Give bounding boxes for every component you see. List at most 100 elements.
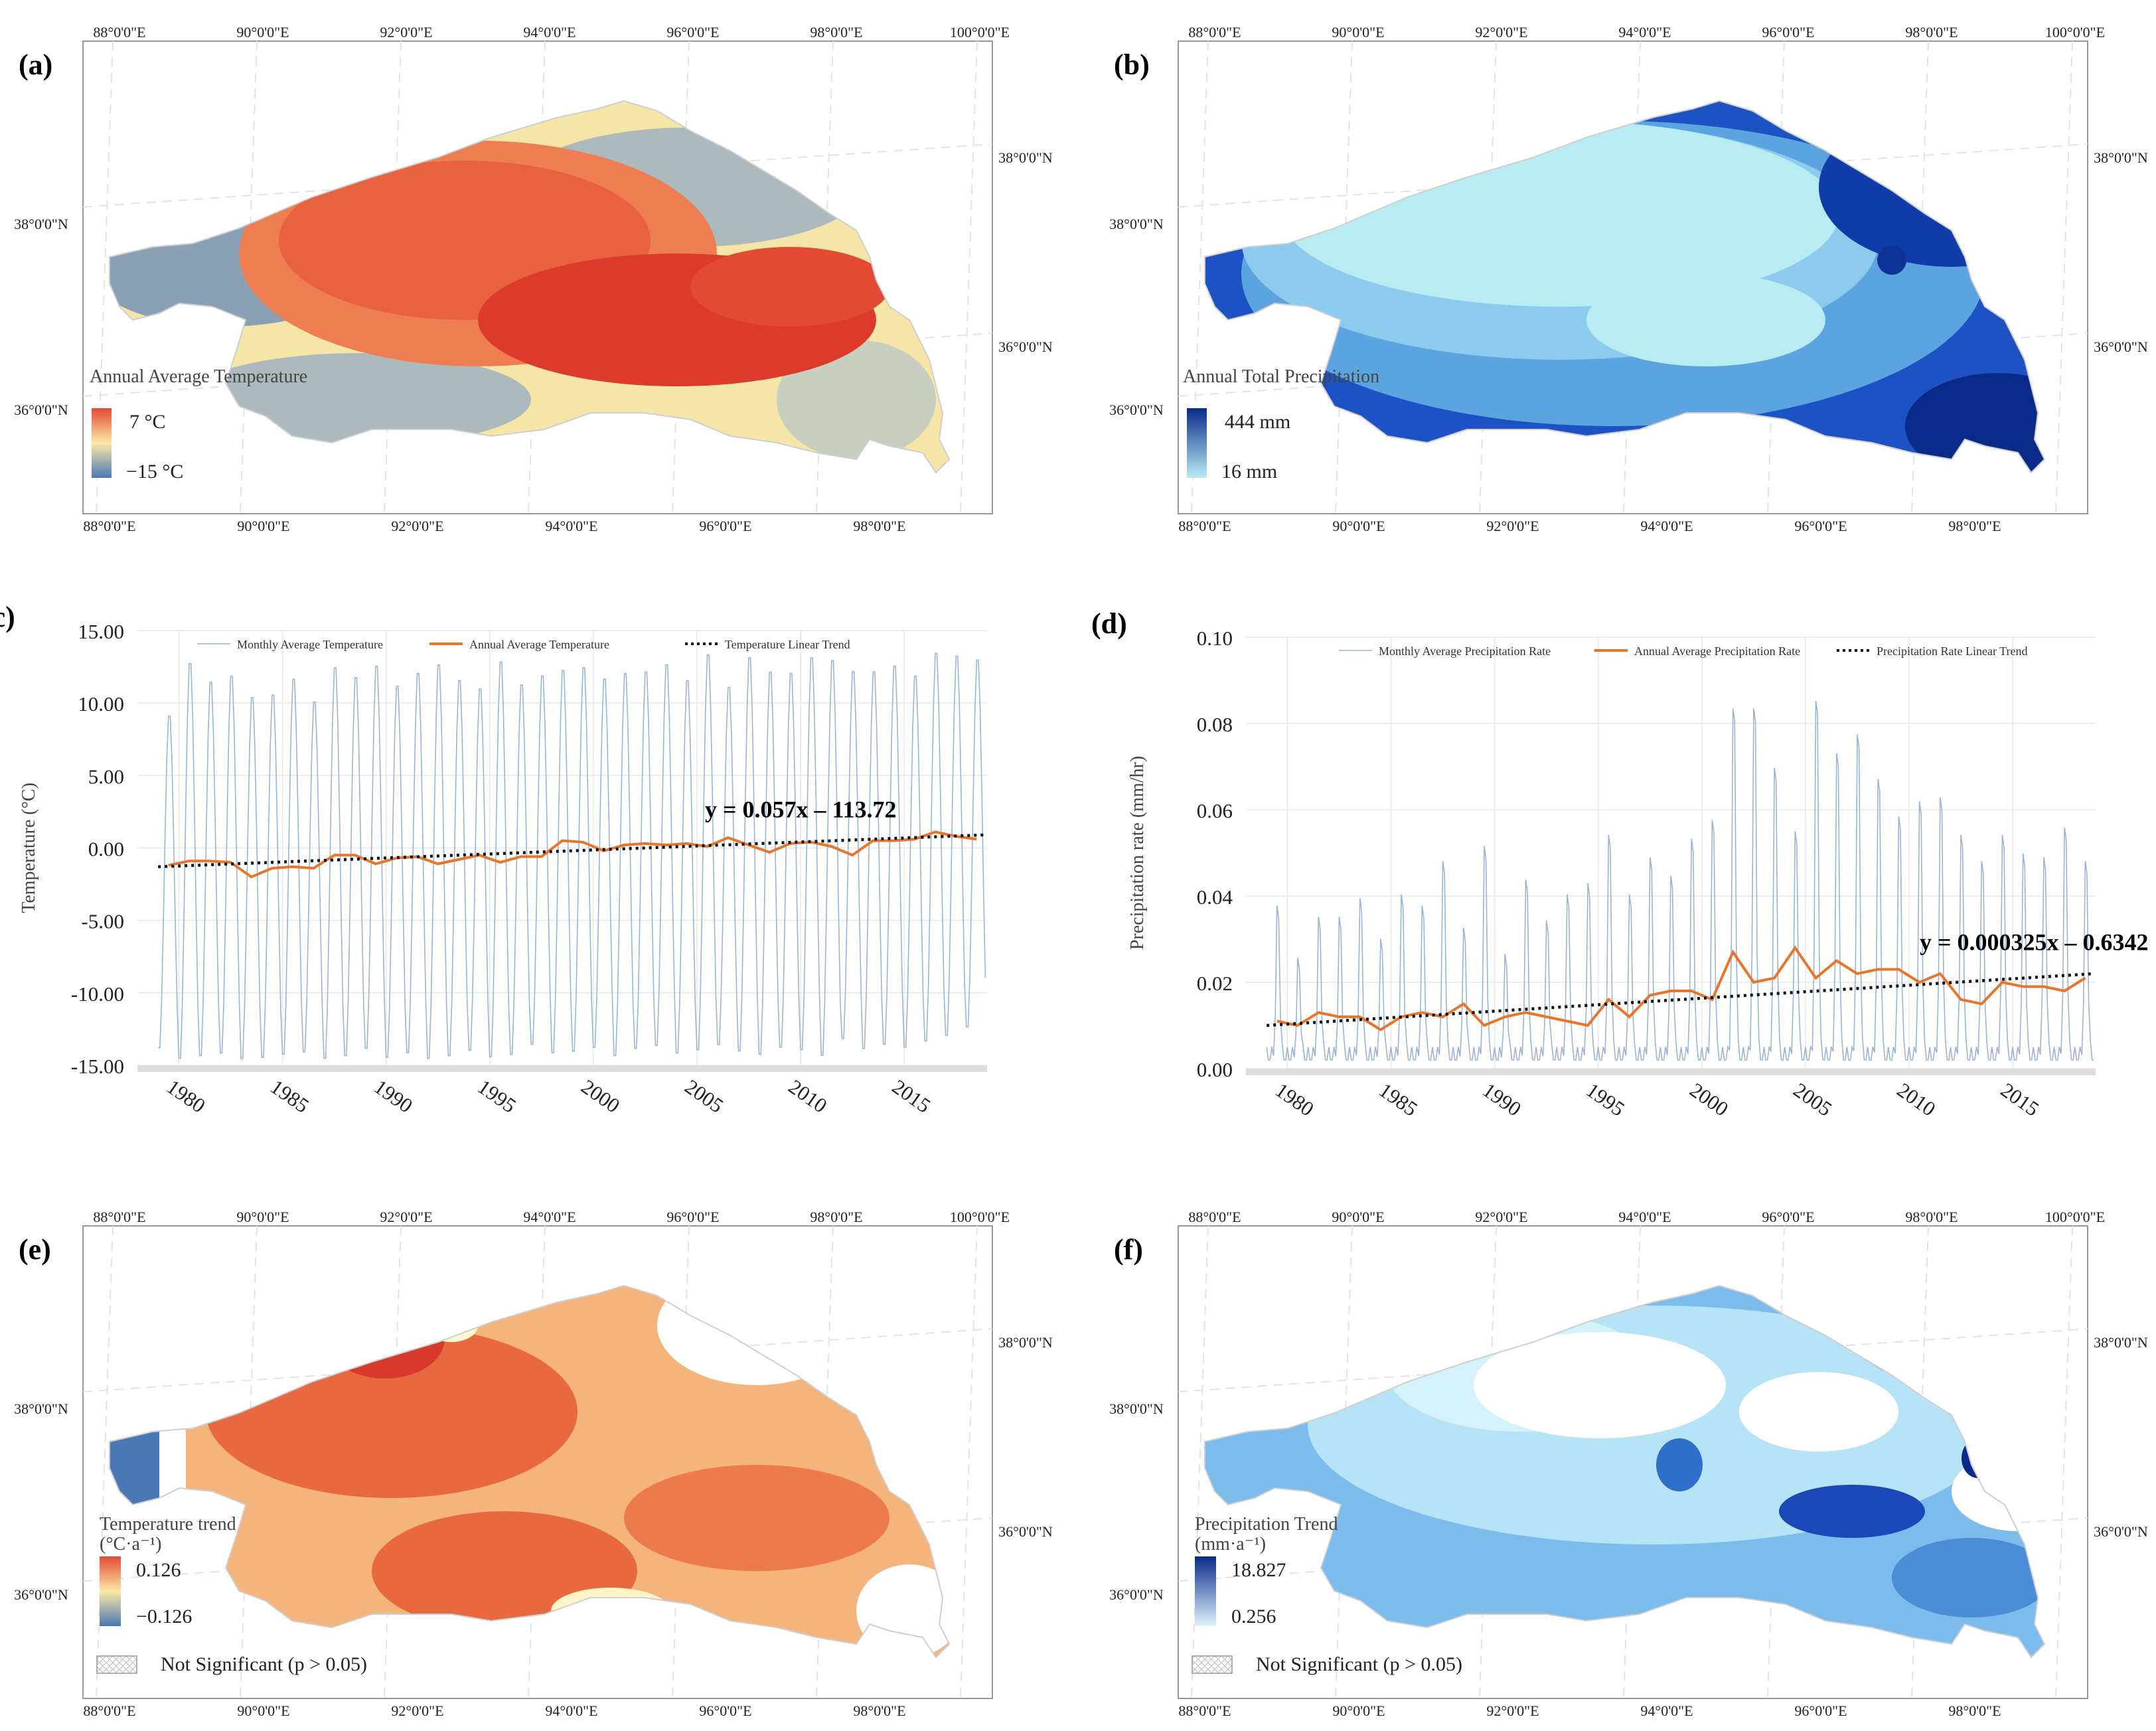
legend-min: −15 °C (126, 461, 183, 483)
trend-zone (624, 1465, 889, 1571)
map-legend: Annual Total Precipitation 444 mm 16 mm (1183, 366, 1379, 483)
top-lon-label: 90°0'0"E (236, 24, 289, 40)
ns-area (1739, 1372, 1898, 1452)
ns-area (1474, 1332, 1726, 1438)
x-axis-band (137, 1065, 987, 1072)
top-lon-label: 100°0'0"E (2045, 1209, 2105, 1225)
x-tick-label: 2005 (681, 1075, 728, 1117)
map-panel-b: 88°0'0"E 90°0'0"E 92°0'0"E 94°0'0"E 96°0'0"E… (1109, 24, 2148, 534)
legend-label: Monthly Average Precipitation Rate (1379, 644, 1551, 658)
x-tick-label: 1980 (163, 1075, 210, 1117)
right-lat-label: 38°0'0"N (998, 149, 1053, 166)
top-lon-label: 92°0'0"E (380, 1209, 432, 1225)
top-lon-label: 100°0'0"E (2045, 24, 2105, 40)
y-tick-label: 0.00 (1197, 1058, 1233, 1081)
left-lat-label: 36°0'0"N (14, 1586, 68, 1603)
trend-line (158, 833, 985, 869)
bottom-lon-label: 88°0'0"E (83, 518, 135, 534)
x-tick-label: 2000 (1685, 1078, 1733, 1120)
x-tick-label: 1995 (473, 1075, 520, 1117)
legend-label: Temperature Linear Trend (725, 638, 850, 651)
legend-min: −0.126 (136, 1606, 192, 1627)
x-tick-label: 2010 (785, 1075, 832, 1117)
chart-panel-c: 15.00 10.00 5.00 0.00 -5.00 -10.00 -15.00 1980 1… (0, 601, 987, 1118)
graticule-parallel (82, 143, 993, 208)
map-legend: Temperature trend(°C·a⁻¹) 0.126 −0.126 Not … (96, 1514, 367, 1675)
map-panel-a: 88°0'0"E 90°0'0"E 92°0'0"E 94°0'0"E 96°0'0"E… (14, 24, 1053, 534)
legend-max: 0.126 (136, 1559, 181, 1581)
panel-label: (a) (19, 48, 52, 81)
bottom-lon-label: 98°0'0"E (853, 1702, 905, 1719)
wet-spot (1892, 1538, 2044, 1618)
wet-spot (1656, 1438, 1703, 1491)
legend-title: Temperature trend (100, 1514, 236, 1535)
top-lon-label: 98°0'0"E (1905, 1209, 1958, 1225)
hot-core (690, 247, 889, 327)
left-lat-label: 38°0'0"N (1109, 216, 1164, 232)
bottom-lon-label: 94°0'0"E (1640, 1702, 1693, 1719)
x-tick-label: 2015 (1997, 1078, 2044, 1120)
legend-max: 7 °C (129, 411, 166, 433)
monthly-series-line (1266, 700, 2094, 1061)
series-legend: Monthly Average Precipitation Rate Annual… (1339, 644, 2027, 658)
legend-label: Precipitation Rate Linear Trend (1877, 644, 2027, 658)
bottom-lon-label: 96°0'0"E (1794, 1702, 1847, 1719)
bottom-lon-label: 92°0'0"E (391, 1702, 443, 1719)
top-lon-label: 92°0'0"E (1475, 24, 1527, 40)
y-tick-label: 0.10 (1197, 627, 1233, 650)
legend-units: (°C·a⁻¹) (100, 1534, 161, 1554)
bottom-lon-label: 98°0'0"E (853, 518, 905, 534)
ns-label: Not Significant (p > 0.05) (161, 1653, 367, 1675)
top-lon-label: 92°0'0"E (380, 24, 432, 40)
top-lon-label: 94°0'0"E (1618, 1209, 1671, 1225)
y-tick-label: -15.00 (71, 1055, 124, 1078)
legend-title: Annual Total Precipitation (1183, 366, 1379, 387)
grid (1246, 637, 2096, 1069)
top-lon-label: 90°0'0"E (1332, 1209, 1384, 1225)
panel-label: (c) (0, 601, 15, 633)
panel-label: (f) (1114, 1233, 1143, 1266)
left-lat-label: 36°0'0"N (14, 402, 68, 418)
legend-colorbar (1195, 1556, 1216, 1626)
bottom-lon-label: 88°0'0"E (1178, 518, 1231, 534)
top-lon-label: 100°0'0"E (950, 24, 1010, 40)
top-lon-label: 94°0'0"E (523, 24, 576, 40)
x-tick-label: 2000 (577, 1075, 624, 1117)
y-tick-label: 10.00 (78, 692, 124, 715)
right-lat-label: 38°0'0"N (998, 1334, 1053, 1351)
panel-label: (b) (1114, 48, 1150, 81)
bottom-lon-label: 90°0'0"E (237, 518, 289, 534)
right-lat-label: 36°0'0"N (998, 339, 1053, 355)
top-lon-label: 94°0'0"E (523, 1209, 576, 1225)
bottom-lon-label: 92°0'0"E (1486, 518, 1539, 534)
top-lon-label: 96°0'0"E (666, 1209, 719, 1225)
y-axis-title: Temperature (°C) (19, 783, 39, 913)
map-panel-e: 88°0'0"E 90°0'0"E 92°0'0"E 94°0'0"E 96°0'0"E… (14, 1209, 1053, 1719)
left-lat-label: 36°0'0"N (1109, 1586, 1164, 1603)
trend-equation: y = 0.000325x – 0.6342 (1920, 929, 2149, 955)
bottom-lon-label: 98°0'0"E (1948, 518, 2001, 534)
bottom-lon-label: 88°0'0"E (1178, 1702, 1231, 1719)
x-tick-label: 2015 (888, 1075, 935, 1117)
legend-min: 16 mm (1221, 461, 1277, 483)
x-tick-label: 1990 (370, 1075, 417, 1117)
right-lat-label: 36°0'0"N (998, 1523, 1053, 1540)
panel-label: (d) (1091, 607, 1127, 640)
map-panel-f: 88°0'0"E 90°0'0"E 92°0'0"E 94°0'0"E 96°0'0"E… (1109, 1209, 2148, 1719)
legend-label: Annual Average Precipitation Rate (1634, 644, 1800, 658)
top-lon-label: 98°0'0"E (810, 24, 862, 40)
x-tick-label: 1995 (1582, 1078, 1629, 1120)
legend-units: (mm·a⁻¹) (1195, 1534, 1266, 1554)
wet-zone (1905, 373, 2044, 473)
bottom-lon-label: 92°0'0"E (391, 518, 443, 534)
wet-spot (1779, 1485, 1925, 1538)
bottom-lon-label: 90°0'0"E (1332, 518, 1385, 534)
top-lon-label: 88°0'0"E (1188, 1209, 1241, 1225)
y-tick-label: 15.00 (78, 620, 124, 643)
ns-swatch (1192, 1655, 1233, 1674)
chart-panel-d: 0.10 0.08 0.06 0.04 0.02 0.00 1980 1985 1990 1995… (1091, 607, 2149, 1121)
y-tick-label: 0.08 (1197, 713, 1233, 736)
ns-label: Not Significant (p > 0.05) (1256, 1653, 1462, 1675)
map-legend: Annual Average Temperature 7 °C −15 °C (90, 366, 307, 483)
